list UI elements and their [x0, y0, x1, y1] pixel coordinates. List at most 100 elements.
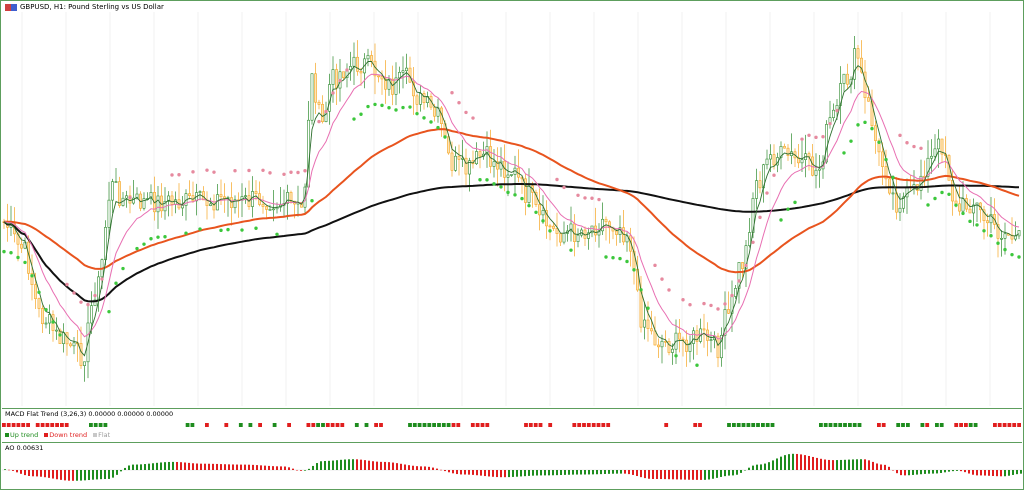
- ao-bar: [800, 454, 802, 470]
- macd-flat-trend-canvas[interactable]: [2, 409, 1022, 441]
- ao-bar: [248, 464, 250, 470]
- up-trend-block: [422, 423, 427, 427]
- ao-bar: [996, 470, 998, 477]
- macd-flat-trend-pane[interactable]: MACD Flat Trend (3,26,3) 0.00000 0.00000…: [2, 408, 1022, 441]
- candle-body: [982, 209, 986, 221]
- ao-bar: [64, 470, 66, 481]
- sar-dot-down: [324, 109, 328, 114]
- candle-body: [695, 330, 699, 342]
- candle-body: [209, 203, 212, 206]
- candle-body: [870, 100, 874, 127]
- sar-dot-down: [79, 300, 83, 304]
- ao-bar: [1004, 470, 1006, 477]
- down-trend-block: [374, 423, 378, 427]
- candle-body: [114, 181, 118, 183]
- candle-body: [650, 328, 653, 332]
- candle-body: [478, 151, 482, 157]
- up-trend-block: [828, 423, 833, 427]
- price-chart-canvas[interactable]: [2, 2, 1022, 406]
- candle-body: [709, 339, 713, 341]
- down-trend-block: [16, 423, 21, 427]
- down-trend-block: [606, 423, 611, 427]
- sar-dot-up: [996, 241, 1000, 245]
- ao-bar: [188, 462, 190, 470]
- candle-body: [989, 214, 993, 224]
- ao-bar: [260, 465, 262, 470]
- sar-dot-up: [51, 320, 55, 324]
- legend-flat-label: Flat: [98, 431, 111, 439]
- candle-body: [142, 198, 146, 209]
- ao-bar: [600, 470, 602, 475]
- price-chart-pane[interactable]: GBPUSD, H1: Pound Sterling vs US Dollar: [2, 2, 1022, 406]
- sar-dot-up: [310, 199, 314, 203]
- down-trend-block: [40, 423, 45, 427]
- ao-bar: [964, 470, 966, 473]
- ao-bar: [516, 470, 518, 477]
- candle-body: [128, 195, 132, 204]
- candle-body: [1017, 230, 1021, 237]
- candle-body: [765, 158, 769, 166]
- ao-bar: [300, 470, 302, 471]
- sar-dot-down: [667, 288, 671, 292]
- down-trend-block: [954, 423, 959, 427]
- candle-body: [972, 204, 975, 214]
- ao-bar: [80, 470, 82, 481]
- sar-dot-up: [387, 106, 391, 110]
- candle-body: [1014, 235, 1017, 240]
- sar-dot-up: [779, 218, 783, 222]
- candle-body: [800, 159, 804, 164]
- candle-body: [450, 152, 454, 171]
- ao-bar: [16, 470, 18, 473]
- sar-dot-down: [303, 169, 307, 173]
- candle-body: [401, 70, 405, 73]
- ao-bar: [868, 460, 870, 470]
- candle-body: [454, 155, 457, 171]
- sar-dot-down: [86, 302, 90, 307]
- sar-dot-up: [1017, 255, 1021, 259]
- sar-dot-up: [2, 249, 6, 254]
- sar-dot-up: [226, 227, 230, 232]
- candle-body: [545, 210, 548, 227]
- candle-body: [891, 192, 895, 195]
- candle-body: [244, 195, 247, 197]
- ao-bar: [936, 470, 938, 474]
- candle-body: [643, 319, 646, 328]
- candle-body: [660, 340, 664, 348]
- sar-dot-down: [828, 121, 832, 126]
- candle-body: [268, 209, 272, 211]
- ao-bar: [788, 454, 790, 470]
- down-trend-block: [693, 423, 698, 427]
- sar-dot-down: [464, 110, 468, 115]
- ao-bar: [76, 470, 78, 481]
- sar-dot-down: [205, 168, 209, 172]
- candle-body: [58, 329, 62, 344]
- ao-bar: [952, 470, 954, 472]
- ao-bar: [656, 470, 658, 480]
- ao-bar: [60, 470, 62, 480]
- sar-dot-down: [814, 135, 818, 140]
- ao-canvas[interactable]: [2, 443, 1022, 489]
- sar-dot-up: [436, 125, 440, 130]
- ao-bar: [888, 466, 890, 470]
- sar-dot-down: [576, 193, 580, 197]
- sar-dot-up: [135, 246, 139, 251]
- sar-dot-up: [198, 227, 202, 231]
- ao-bar: [320, 461, 322, 470]
- candle-body: [552, 225, 555, 229]
- ao-bar: [100, 470, 102, 480]
- down-trend-block: [205, 423, 209, 427]
- candle-body: [233, 199, 237, 209]
- ao-bar: [524, 470, 526, 477]
- ao-bar: [180, 462, 182, 470]
- sar-dot-up: [856, 123, 860, 127]
- sar-dot-down: [758, 215, 762, 220]
- ao-bar: [620, 470, 622, 474]
- sar-dot-up: [793, 200, 797, 205]
- ao-bar: [160, 462, 162, 470]
- ao-bar: [920, 470, 922, 475]
- ao-bar: [36, 470, 38, 477]
- sar-dot-down: [457, 101, 461, 105]
- ao-bar: [636, 470, 638, 477]
- awesome-oscillator-pane[interactable]: AO 0.00631: [2, 442, 1022, 489]
- candle-body: [832, 109, 835, 118]
